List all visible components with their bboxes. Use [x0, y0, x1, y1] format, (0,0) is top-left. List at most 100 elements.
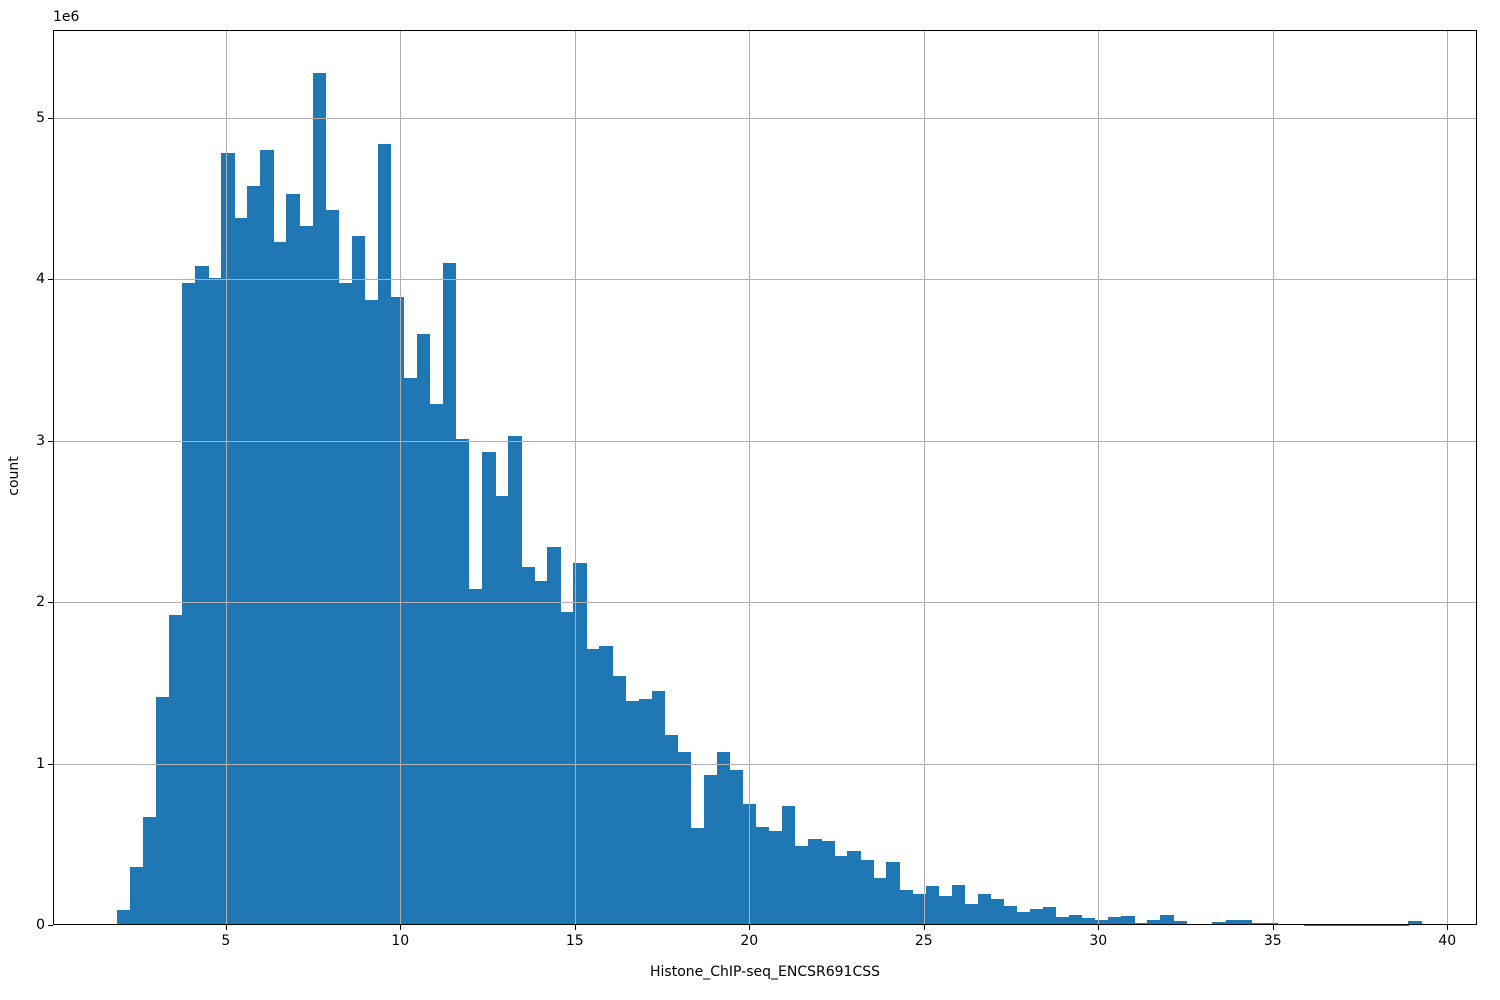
- histogram-bar: [990, 899, 1005, 925]
- histogram-bar: [1016, 912, 1031, 925]
- histogram-bar: [808, 839, 822, 925]
- histogram-bar: [247, 185, 261, 925]
- histogram-bar: [769, 831, 783, 925]
- histogram-bar: [403, 377, 418, 925]
- histogram-bar: [625, 700, 639, 925]
- histogram-bar: [169, 615, 183, 925]
- plot-spine-right: [1476, 30, 1477, 925]
- histogram-bar: [1408, 920, 1422, 925]
- x-tick-10: [400, 925, 402, 930]
- histogram-bar: [651, 690, 666, 925]
- x-gridline-25: [923, 30, 925, 925]
- y-gridline-1: [53, 763, 1477, 765]
- y-tick-0: [48, 925, 53, 926]
- histogram-bar: [273, 242, 287, 925]
- histogram-bar: [860, 860, 874, 925]
- histogram-bar: [1134, 922, 1148, 925]
- histogram-bar: [482, 452, 496, 925]
- histogram-bar: [951, 884, 966, 925]
- histogram-bar: [834, 855, 848, 925]
- y-tick-label-4: 4: [36, 271, 45, 288]
- x-tick-35: [1272, 925, 1274, 930]
- histogram-bar: [1212, 921, 1226, 925]
- histogram-bar: [521, 566, 535, 925]
- x-tick-label-10: 10: [391, 933, 410, 949]
- y-tick-label-0: 0: [36, 917, 45, 933]
- x-axis-label: Histone_ChIP-seq_ENCSR691CSS: [650, 964, 880, 980]
- histogram-bar: [208, 277, 222, 925]
- x-tick-25: [923, 925, 925, 930]
- histogram-bar: [664, 734, 679, 925]
- histogram-bar: [338, 282, 353, 925]
- histogram-bar: [1147, 920, 1161, 925]
- histogram-bar: [1173, 920, 1187, 925]
- histogram-bar: [351, 235, 366, 925]
- histogram-bar: [1055, 916, 1070, 925]
- x-tick-label-5: 5: [221, 933, 231, 949]
- histogram-bar: [534, 581, 548, 925]
- x-gridline-30: [1098, 30, 1100, 925]
- plot-spine-left: [53, 30, 54, 925]
- histogram-bar: [286, 193, 300, 925]
- x-tick-15: [574, 925, 576, 930]
- histogram-bar: [925, 886, 939, 925]
- histogram-bar: [912, 894, 926, 925]
- histogram-bar: [612, 676, 626, 925]
- histogram-bar: [1069, 915, 1083, 925]
- histogram-bar: [729, 770, 744, 925]
- y-gridline-5: [53, 118, 1477, 119]
- histogram-bar: [560, 611, 574, 925]
- histogram-bar: [416, 334, 431, 925]
- y-tick-label-1: 1: [36, 755, 45, 772]
- histogram-bar: [455, 439, 470, 925]
- histogram-bar: [312, 72, 326, 925]
- histogram-bar: [142, 816, 157, 925]
- x-gridline-5: [225, 30, 227, 925]
- histogram-bar: [1238, 920, 1252, 925]
- histogram-bar: [716, 752, 731, 925]
- histogram-bar: [129, 866, 144, 925]
- x-tick-label-20: 20: [740, 933, 759, 949]
- histogram-bar: [221, 153, 235, 925]
- histogram-bar: [364, 300, 379, 925]
- histogram-bar: [782, 805, 796, 925]
- histogram-bar: [638, 699, 653, 925]
- histogram-bar: [299, 226, 313, 925]
- x-tick-label-30: 30: [1089, 933, 1108, 949]
- y-tick-label-5: 5: [36, 110, 45, 126]
- x-tick-label-40: 40: [1438, 933, 1457, 949]
- histogram-bar: [873, 878, 887, 925]
- histogram-bar: [964, 904, 979, 925]
- y-tick-4: [48, 279, 53, 281]
- x-gridline-15: [574, 30, 576, 925]
- histogram-bar: [547, 547, 561, 925]
- plot-spine-bottom: [53, 924, 1477, 925]
- histogram-bar: [1160, 914, 1174, 925]
- y-gridline-2: [53, 602, 1477, 604]
- x-gridline-40: [1447, 30, 1449, 925]
- histogram-bar: [508, 435, 522, 925]
- plot-area: [53, 30, 1477, 925]
- histogram-bar: [599, 645, 613, 925]
- plot-spine-top: [53, 30, 1477, 31]
- x-tick-label-35: 35: [1263, 933, 1282, 949]
- histogram-bar: [377, 143, 392, 925]
- histogram-bar: [1029, 908, 1044, 925]
- histogram-bar: [586, 649, 600, 925]
- histogram-bar: [1108, 916, 1122, 925]
- histogram-bar: [1121, 916, 1135, 925]
- histogram-bar: [234, 218, 248, 925]
- y-axis-offset-label: 1e6: [53, 9, 80, 25]
- histogram-bar: [390, 297, 405, 925]
- y-tick-label-3: 3: [36, 432, 45, 449]
- histogram-bar: [260, 150, 274, 925]
- histogram-bar: [703, 774, 718, 925]
- y-tick-2: [48, 602, 53, 604]
- histogram-bar: [325, 209, 339, 925]
- histogram-bar: [442, 263, 457, 925]
- x-tick-30: [1098, 925, 1100, 930]
- histogram-bar: [469, 589, 483, 925]
- y-tick-label-2: 2: [36, 594, 45, 611]
- histogram-bar: [1264, 922, 1279, 925]
